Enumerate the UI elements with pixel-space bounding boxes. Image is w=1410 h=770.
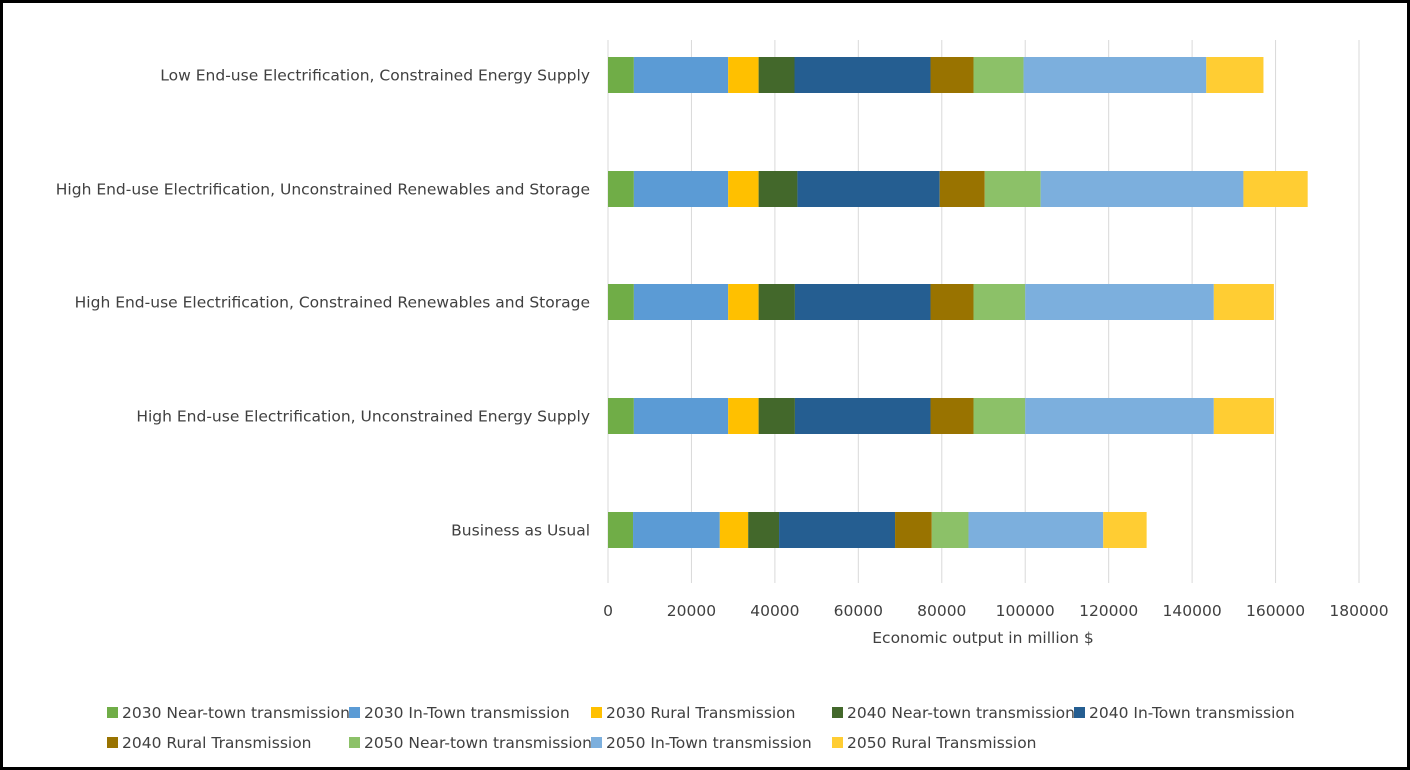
- bar-segment: [1040, 171, 1244, 207]
- bar-segment: [1025, 398, 1214, 434]
- legend-swatch: [591, 737, 602, 748]
- legend-label: 2050 Near-town transmission: [364, 734, 592, 752]
- legend-swatch: [591, 707, 602, 718]
- legend-label: 2030 In-Town transmission: [364, 704, 570, 722]
- legend-label: 2050 In-Town transmission: [606, 734, 812, 752]
- category-label: Business as Usual: [451, 522, 590, 540]
- bar-segment: [758, 57, 795, 93]
- bar-segment: [930, 57, 974, 93]
- legend-swatch: [349, 707, 360, 718]
- x-tick-label: 100000: [996, 602, 1055, 620]
- bar-segment: [608, 512, 634, 548]
- bar-segment: [1206, 57, 1264, 93]
- bar-segment: [608, 171, 634, 207]
- bar-segment: [633, 512, 720, 548]
- legend-label: 2040 In-Town transmission: [1089, 704, 1295, 722]
- category-labels: Low End-use Electrification, Constrained…: [56, 67, 590, 540]
- x-tick-labels: 0 20000 40000 60000 80000 100000 120000 140000 1…: [603, 602, 1389, 620]
- bar-segment: [930, 398, 974, 434]
- bar-segment: [608, 57, 634, 93]
- x-tick-label: 120000: [1079, 602, 1138, 620]
- x-axis-title: Economic output in million $: [872, 629, 1094, 647]
- bar-segment: [758, 398, 795, 434]
- bar-segment: [931, 512, 969, 548]
- x-tick-label: 140000: [1163, 602, 1222, 620]
- legend-label: 2040 Rural Transmission: [122, 734, 312, 752]
- bar-segment: [794, 284, 931, 320]
- x-tick-label: 0: [603, 602, 613, 620]
- bar-segment: [973, 284, 1026, 320]
- legend-swatch: [832, 707, 843, 718]
- bars: [608, 57, 1308, 548]
- bar-segment: [1103, 512, 1147, 548]
- stacked-bar-chart: Low End-use Electrification, Constrained…: [56, 40, 1389, 752]
- bar-segment: [719, 512, 749, 548]
- bar-segment: [608, 284, 634, 320]
- legend-label: 2050 Rural Transmission: [847, 734, 1037, 752]
- legend-label: 2030 Near-town transmission: [122, 704, 350, 722]
- bar-segment: [939, 171, 985, 207]
- bar-segment: [728, 171, 759, 207]
- x-tick-label: 80000: [917, 602, 966, 620]
- bar-segment: [794, 57, 931, 93]
- bar-segment: [895, 512, 932, 548]
- legend-swatch: [107, 737, 118, 748]
- bar-segment: [973, 57, 1024, 93]
- bar-segment: [633, 171, 729, 207]
- category-label: High End-use Electrification, Unconstrai…: [56, 181, 590, 199]
- legend-label: 2030 Rural Transmission: [606, 704, 796, 722]
- bar-segment: [930, 284, 974, 320]
- bar-segment: [758, 171, 798, 207]
- legend: 2030 Near-town transmission 2030 In-Town …: [107, 704, 1295, 752]
- category-label: High End-use Electrification, Constraine…: [75, 294, 590, 312]
- x-tick-label: 20000: [667, 602, 716, 620]
- category-label: Low End-use Electrification, Constrained…: [160, 67, 590, 85]
- bar-segment: [748, 512, 780, 548]
- bar-segment: [1023, 57, 1207, 93]
- legend-swatch: [349, 737, 360, 748]
- bar-segment: [797, 171, 940, 207]
- legend-swatch: [1074, 707, 1085, 718]
- bar-segment: [1243, 171, 1308, 207]
- category-label: High End-use Electrification, Unconstrai…: [136, 408, 590, 426]
- bar-segment: [968, 512, 1104, 548]
- bar-segment: [779, 512, 896, 548]
- bar-segment: [794, 398, 931, 434]
- x-tick-label: 40000: [750, 602, 799, 620]
- bar-segment: [1025, 284, 1214, 320]
- bar-segment: [608, 398, 634, 434]
- bar-segment: [1213, 398, 1274, 434]
- bar-segment: [633, 57, 729, 93]
- legend-swatch: [832, 737, 843, 748]
- bar-segment: [728, 284, 759, 320]
- legend-swatch: [107, 707, 118, 718]
- x-tick-label: 180000: [1329, 602, 1388, 620]
- bar-segment: [728, 398, 759, 434]
- legend-label: 2040 Near-town transmission: [847, 704, 1075, 722]
- bar-segment: [633, 284, 729, 320]
- bar-segment: [633, 398, 729, 434]
- bar-segment: [973, 398, 1026, 434]
- x-tick-label: 160000: [1246, 602, 1305, 620]
- bar-segment: [758, 284, 795, 320]
- bar-segment: [984, 171, 1041, 207]
- bar-segment: [1213, 284, 1274, 320]
- bar-segment: [728, 57, 759, 93]
- x-tick-label: 60000: [834, 602, 883, 620]
